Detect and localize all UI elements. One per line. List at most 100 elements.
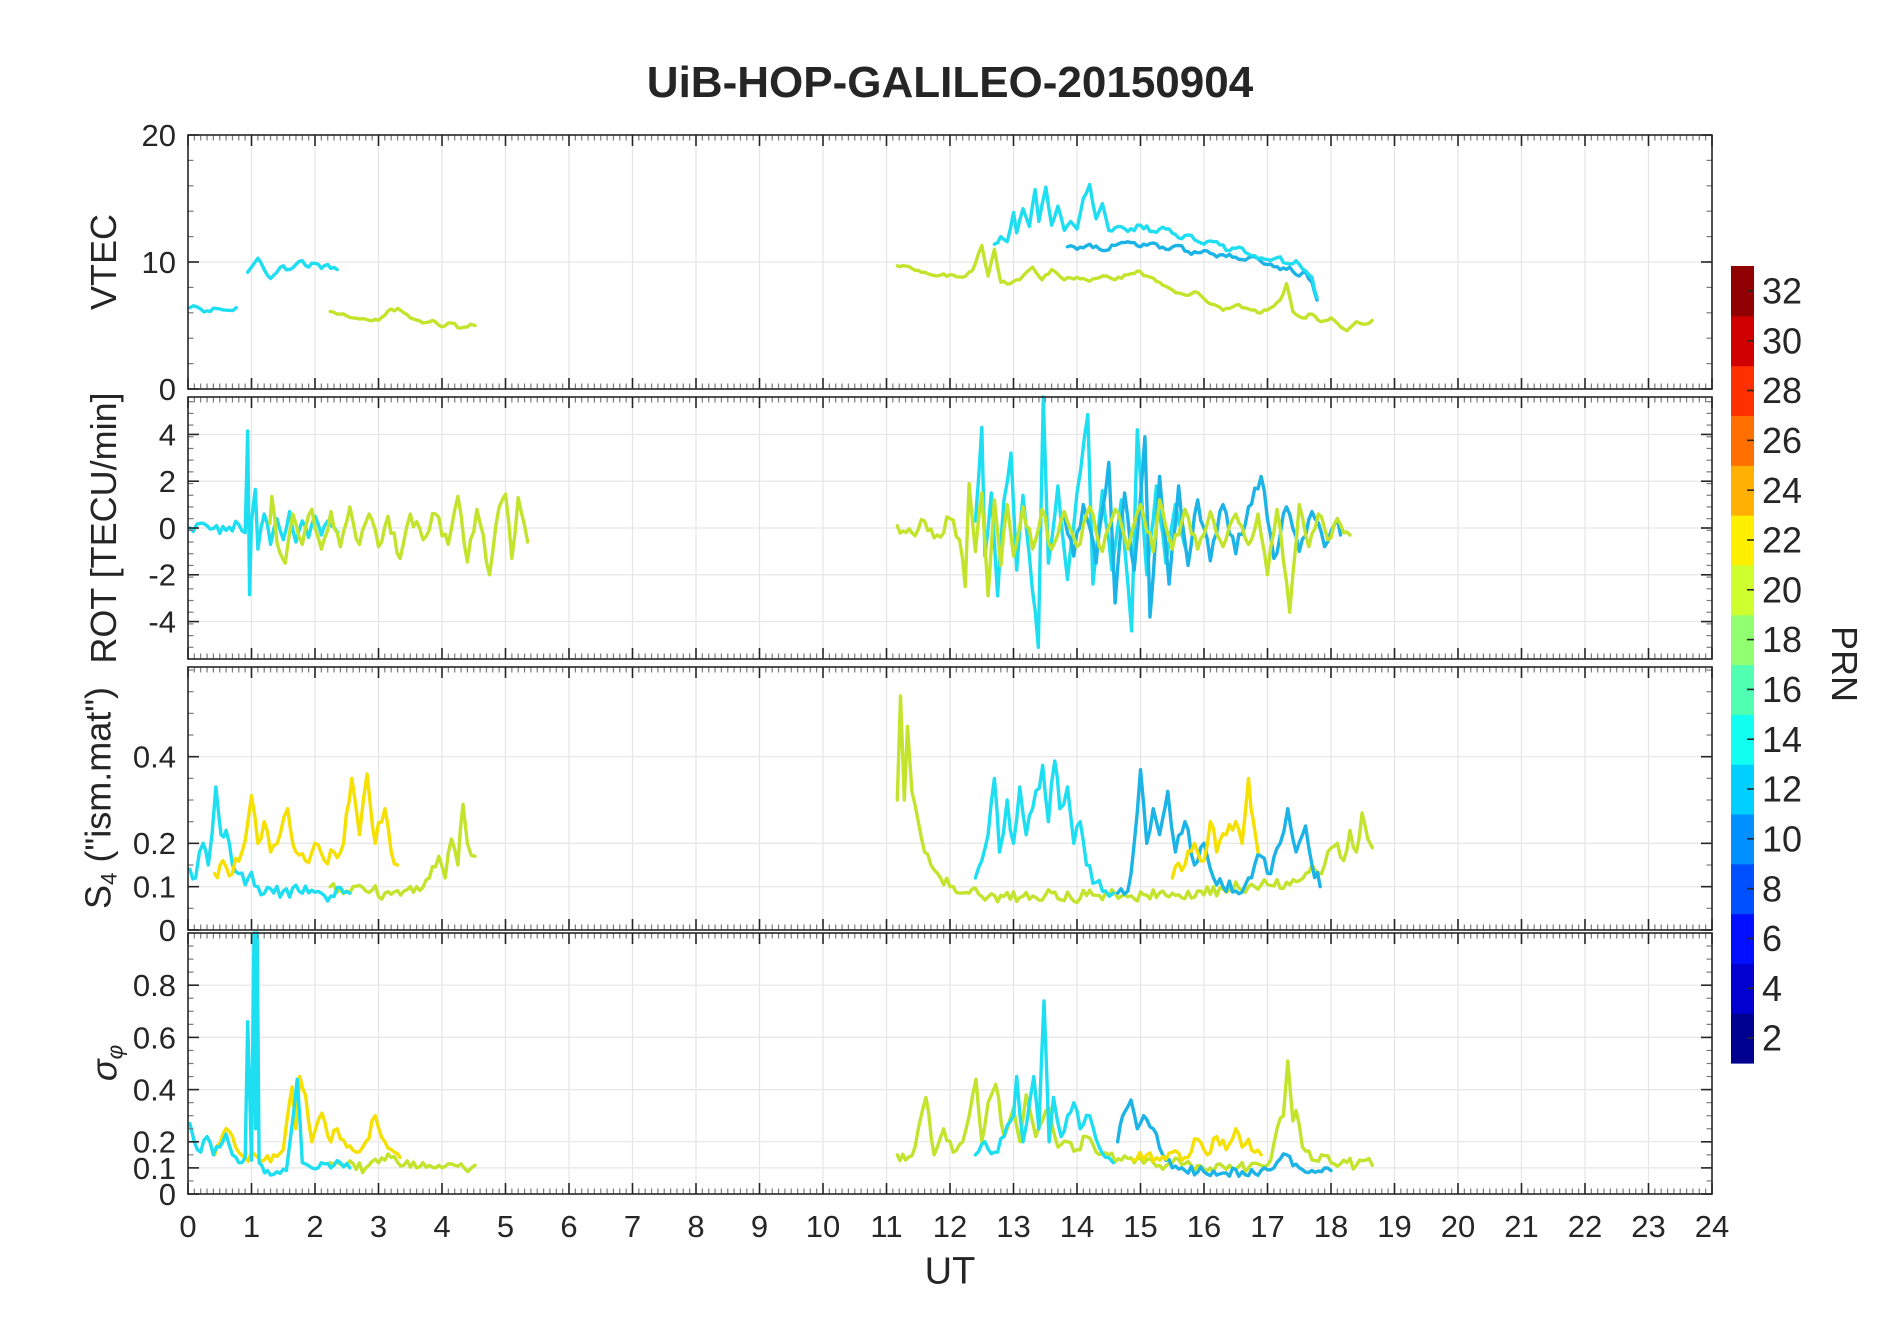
x-tick-label: 2: [306, 1209, 323, 1244]
x-tick-label: 8: [687, 1209, 704, 1244]
x-tick-label: 15: [1123, 1209, 1157, 1244]
y-tick-label: 0: [159, 511, 176, 546]
colorbar-block: [1731, 913, 1754, 964]
series-cyan_dark: [1115, 768, 1322, 896]
colorbar-tick-label: 2: [1762, 1018, 1782, 1059]
x-tick-label: 5: [497, 1209, 514, 1244]
y-tick-label: 0.6: [133, 1020, 176, 1055]
x-tick-label: 19: [1377, 1209, 1411, 1244]
x-tick-label: 10: [806, 1209, 840, 1244]
y-tick-label: 0: [159, 372, 176, 407]
y-axis-label-vtec: VTEC: [83, 213, 124, 311]
y-tick-label: 0: [159, 1177, 176, 1212]
y-tick-label: -2: [148, 558, 176, 593]
y-axis-label-s4: S4 ("ism.mat"): [77, 687, 122, 909]
x-tick-label: 0: [179, 1209, 196, 1244]
series-cyan_dark: [1065, 240, 1319, 302]
panel-border: [187, 396, 1713, 660]
y-tick-label: 20: [142, 118, 176, 153]
colorbar-tick-label: 30: [1762, 320, 1802, 361]
colorbar-block: [1731, 863, 1754, 915]
colorbar-block: [1731, 315, 1754, 367]
s4-subscript: 4: [96, 872, 122, 885]
colorbar-block: [1731, 415, 1754, 466]
panel-border: [187, 134, 1713, 390]
colorbar-tick-label: 12: [1762, 769, 1802, 810]
series-green: [328, 802, 477, 901]
series-cyan_bright: [973, 999, 1115, 1165]
series-cyan_bright: [246, 256, 339, 281]
colorbar-tick-label: 20: [1762, 569, 1802, 610]
x-tick-label: 21: [1504, 1209, 1538, 1244]
series-cyan_dark: [1062, 435, 1343, 619]
series-green: [895, 694, 1374, 905]
x-tick-label: 18: [1314, 1209, 1348, 1244]
x-tick-label: 13: [996, 1209, 1030, 1244]
colorbar-tick-label: 22: [1762, 520, 1802, 561]
s4-units: ("ism.mat"): [77, 687, 119, 873]
y-tick-label: 0: [159, 913, 176, 948]
x-tick-label: 24: [1695, 1209, 1729, 1244]
y-tick-label: -4: [148, 604, 176, 639]
y-tick-label: 0.2: [133, 826, 176, 861]
colorbar-tick-label: 10: [1762, 818, 1802, 859]
series-gold: [213, 772, 400, 880]
s4-letter: S: [77, 884, 119, 909]
panel-border: [187, 666, 1713, 931]
colorbar-block: [1731, 614, 1754, 666]
colorbar-tick-label: 4: [1762, 968, 1782, 1009]
colorbar-tick-label: 16: [1762, 669, 1802, 710]
x-tick-label: 7: [624, 1209, 641, 1244]
x-tick-label: 11: [870, 1209, 902, 1244]
colorbar-block: [1731, 714, 1754, 765]
x-tick-label: 16: [1187, 1209, 1221, 1244]
series-cyan_bright: [188, 304, 238, 314]
y-tick-label: 0.8: [133, 968, 176, 1003]
y-tick-label: 0.1: [133, 1151, 176, 1186]
sigma-letter: σ: [83, 1059, 125, 1082]
colorbar-block: [1731, 465, 1754, 516]
colorbar-block: [1731, 1013, 1754, 1064]
x-tick-label: 4: [433, 1209, 450, 1244]
colorbar-tick-label: 8: [1762, 868, 1782, 909]
series-gold: [1170, 776, 1260, 880]
y-tick-label: 4: [159, 417, 176, 452]
series-green: [895, 481, 1352, 614]
colorbar-tick-label: 6: [1762, 918, 1782, 959]
series-cyan_bright: [188, 785, 352, 903]
x-tick-label: 17: [1250, 1209, 1284, 1244]
y-tick-label: 2: [159, 464, 176, 499]
series-green: [268, 492, 530, 577]
x-tick-label: 9: [751, 1209, 768, 1244]
colorbar-tick-label: 28: [1762, 370, 1802, 411]
colorbar-block: [1731, 365, 1754, 417]
colorbar-block: [1731, 564, 1754, 616]
colorbar-block: [1731, 764, 1754, 815]
series-green: [328, 1152, 477, 1175]
x-tick-label: 3: [370, 1209, 387, 1244]
colorbar-tick-label: 32: [1762, 271, 1802, 312]
colorbar-block: [1731, 963, 1754, 1014]
y-tick-label: 0.4: [133, 1072, 176, 1107]
colorbar-label-prn: PRN: [1824, 625, 1865, 703]
chart-title: UiB-HOP-GALILEO-20150904: [646, 58, 1254, 107]
colorbar-block: [1731, 515, 1754, 566]
series-cyan_bright: [973, 759, 1115, 898]
series-green: [895, 1059, 1374, 1174]
y-tick-label: 0.1: [133, 870, 176, 905]
series-green: [895, 243, 1374, 333]
colorbar-tick-label: 24: [1762, 470, 1802, 511]
y-tick-label: 0.4: [133, 740, 176, 775]
y-tick-label: 10: [142, 245, 176, 280]
x-tick-label: 23: [1631, 1209, 1665, 1244]
y-tick-label: 0.2: [133, 1125, 176, 1160]
x-tick-label: 14: [1060, 1209, 1094, 1244]
series-gold: [1131, 1127, 1263, 1163]
series-cyan_dark: [1115, 1098, 1333, 1178]
series-green: [328, 306, 477, 330]
phi-subscript: φ: [102, 1044, 128, 1060]
x-axis-label-ut: UT: [924, 1250, 976, 1293]
y-axis-label-rot: ROT [TECU/min]: [83, 392, 124, 664]
series-cyan_bright: [992, 182, 1319, 300]
